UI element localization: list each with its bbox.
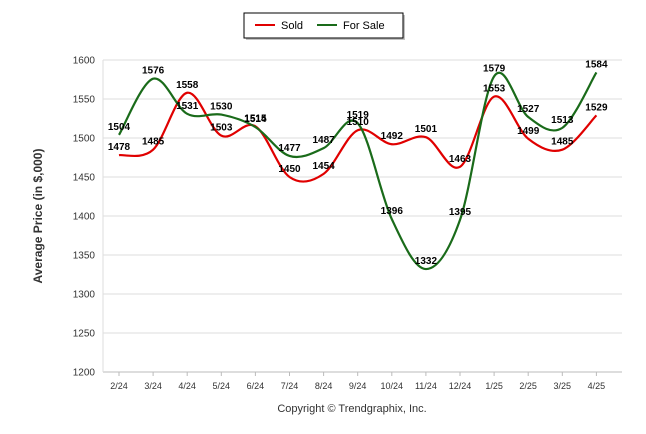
x-tick-label: 10/24 [381, 381, 404, 391]
x-tick-label: 3/24 [144, 381, 162, 391]
series-line-sold [118, 91, 598, 183]
data-label-sold: 1553 [483, 84, 506, 95]
y-tick-label: 1450 [73, 173, 96, 184]
data-label-sold: 1485 [551, 137, 574, 148]
x-tick-label: 8/24 [315, 381, 333, 391]
data-label-for-sale: 1504 [108, 122, 131, 133]
x-tick-label: 4/25 [588, 381, 606, 391]
legend-label-for-sale: For Sale [343, 20, 385, 32]
data-label-for-sale: 1531 [176, 101, 199, 112]
data-label-sold: 1454 [312, 161, 335, 172]
data-label-sold: 1558 [176, 80, 199, 91]
x-tick-label: 1/25 [485, 381, 503, 391]
data-label-for-sale: 1513 [551, 115, 574, 126]
data-label-sold: 1492 [381, 131, 404, 142]
series-line-for-sale [118, 71, 598, 271]
data-label-sold: 1510 [347, 117, 370, 128]
y-axis-label: Average Price (in $,000) [31, 149, 45, 284]
y-tick-label: 1550 [73, 95, 96, 106]
legend-label-sold: Sold [281, 20, 303, 32]
data-label-for-sale: 1579 [483, 63, 506, 74]
data-label-for-sale: 1576 [142, 66, 165, 77]
y-tick-label: 1350 [73, 251, 96, 262]
data-labels: 1478 1485 1558 1503 1515 1450 1454 1510 1492 1501… [108, 59, 608, 267]
data-label-sold: 1485 [142, 137, 165, 148]
data-label-for-sale: 1530 [210, 102, 233, 113]
data-label-sold: 1478 [108, 142, 131, 153]
data-label-for-sale: 1395 [449, 207, 472, 218]
data-label-sold: 1503 [210, 123, 233, 134]
data-label-for-sale: 1519 [347, 110, 370, 121]
y-tick-label: 1250 [73, 329, 96, 340]
y-axis-ticks: 1200 1250 1300 1350 1400 1450 1500 1550 1600 [73, 56, 96, 379]
x-axis-ticks: 2/24 3/24 4/24 5/24 6/24 7/24 8/24 9/24 10/24 11/… [110, 372, 605, 391]
series-lines [118, 71, 598, 271]
x-tick-label: 2/24 [110, 381, 128, 391]
data-label-for-sale: 1527 [517, 104, 540, 115]
data-label-sold: 1463 [449, 154, 472, 165]
x-tick-label: 9/24 [349, 381, 367, 391]
x-tick-label: 5/24 [213, 381, 231, 391]
x-tick-label: 6/24 [247, 381, 265, 391]
data-label-sold: 1501 [415, 124, 438, 135]
y-tick-label: 1400 [73, 212, 96, 223]
data-label-sold: 1499 [517, 126, 540, 137]
x-tick-label: 12/24 [449, 381, 472, 391]
data-label-sold: 1529 [585, 102, 608, 113]
y-tick-label: 1300 [73, 290, 96, 301]
x-tick-label: 3/25 [554, 381, 572, 391]
x-tick-label: 7/24 [281, 381, 299, 391]
y-tick-label: 1600 [73, 56, 96, 67]
y-tick-label: 1200 [73, 368, 96, 379]
data-label-sold: 1450 [278, 164, 301, 175]
x-tick-label: 4/24 [178, 381, 196, 391]
data-label-for-sale: 1477 [278, 143, 301, 154]
data-label-for-sale: 1396 [381, 206, 404, 217]
data-label-sold: 1515 [244, 113, 267, 124]
data-label-for-sale: 1514 [244, 114, 267, 125]
data-label-for-sale: 1332 [415, 256, 438, 267]
x-tick-label: 11/24 [415, 381, 437, 391]
copyright-text: Copyright © Trendgraphix, Inc. [277, 403, 426, 415]
y-tick-label: 1500 [73, 134, 96, 145]
data-label-for-sale: 1584 [585, 59, 608, 70]
grid-lines [102, 59, 622, 373]
data-label-for-sale: 1487 [312, 135, 335, 146]
legend: Sold For Sale [243, 12, 405, 40]
x-tick-label: 2/25 [519, 381, 537, 391]
